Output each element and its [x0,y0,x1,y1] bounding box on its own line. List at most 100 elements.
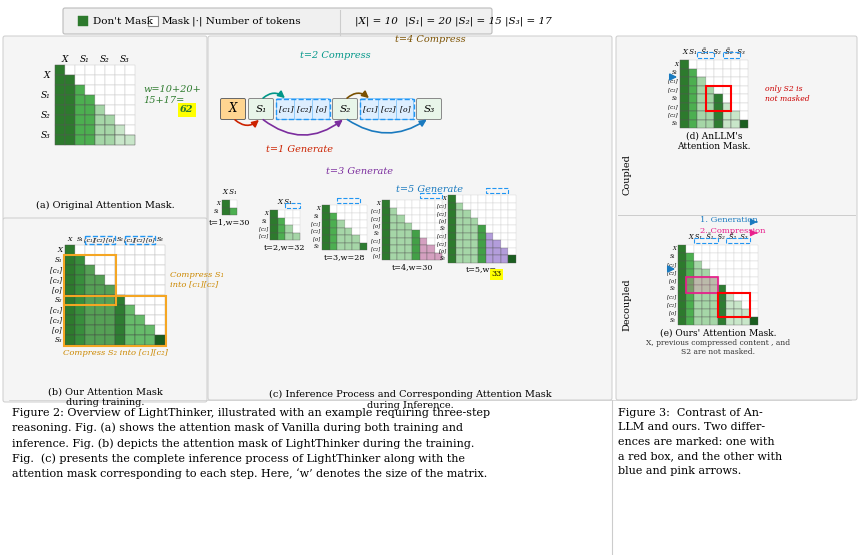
Bar [726,261,734,269]
Bar [85,335,95,345]
Bar [145,315,155,325]
Text: [o]: [o] [439,219,446,224]
Bar [718,285,726,293]
Bar [75,265,85,275]
Bar [718,269,726,277]
Bar [404,253,412,260]
Bar [65,255,75,265]
Bar [115,255,125,265]
Bar [105,325,115,335]
Bar [718,245,726,253]
Text: X S₁  S̃₁  S₂  S̃₂  S₃: X S₁ S̃₁ S₂ S̃₂ S₃ [688,233,747,241]
Bar [470,248,478,255]
Text: X S₁  S̃₁  S₂  S̃₂  S₃: X S₁ S̃₁ S₂ S̃₂ S₃ [683,48,746,56]
Bar [285,225,292,233]
Bar [125,115,135,125]
Bar [135,315,145,325]
Bar [478,203,486,210]
Text: S₃: S₃ [672,121,678,126]
Bar [694,245,702,253]
Bar [678,309,686,317]
Bar [501,240,508,248]
Bar [434,245,442,253]
Bar [750,301,758,309]
Text: [o]: [o] [373,224,380,229]
Bar [65,275,75,285]
Bar [65,85,75,95]
Bar [678,277,686,285]
Bar [105,285,115,295]
Bar [95,325,105,335]
Bar [689,119,697,128]
Bar [448,248,456,255]
Text: S₁: S₁ [262,219,268,224]
Bar [742,269,750,277]
Bar [337,205,345,213]
Bar [95,75,105,85]
Bar [85,285,95,295]
Bar [427,215,434,223]
Bar [750,277,758,285]
Bar [115,75,125,85]
Bar [322,205,329,213]
Bar [697,77,705,85]
Text: [c₁]: [c₁] [668,79,678,84]
Bar [359,213,367,220]
Bar [470,210,478,218]
Bar [501,248,508,255]
Bar [65,115,75,125]
Bar [359,235,367,243]
Bar [742,293,750,301]
Bar [726,245,734,253]
Bar [75,245,85,255]
Bar [337,235,345,243]
Bar [740,77,748,85]
Bar [508,195,515,203]
Text: S₁: S₁ [40,90,50,99]
Text: [c₁]: [c₁] [437,204,446,209]
Bar [742,309,750,317]
Bar [390,223,397,230]
Bar [125,75,135,85]
Bar [65,105,75,115]
Bar [722,111,731,119]
Bar [722,52,740,58]
Bar [105,265,115,275]
Text: t=4 Compress: t=4 Compress [395,36,465,44]
Bar [750,285,758,293]
Bar [486,255,493,263]
Bar [714,77,722,85]
Bar [135,255,145,265]
Text: S₂: S₂ [54,296,62,304]
Bar [115,85,125,95]
Bar [155,335,165,345]
Text: t=1,w=30: t=1,w=30 [209,218,250,226]
Bar [155,305,165,315]
Text: S₃: S₃ [54,336,62,344]
Bar [714,103,722,111]
Text: [o]: [o] [106,237,114,242]
Bar [125,265,135,275]
Text: [c₂]: [c₂] [668,113,678,118]
Text: Figure 3:  Contrast of An-
LLM and ours. Two differ-
ences are marked: one with
: Figure 3: Contrast of An- LLM and ours. … [618,408,783,476]
FancyBboxPatch shape [3,218,207,402]
Bar [85,125,95,135]
Bar [680,85,689,94]
Bar [95,105,105,115]
Bar [710,293,718,301]
Bar [726,301,734,309]
Bar [337,243,345,250]
Bar [486,203,493,210]
Bar [55,125,65,135]
Bar [680,119,689,128]
Bar [463,248,470,255]
Bar [105,95,115,105]
Bar [493,210,501,218]
Bar [145,325,155,335]
Bar [75,95,85,105]
Bar [95,115,105,125]
Bar [718,309,726,317]
Bar [95,95,105,105]
Bar [731,103,740,111]
Bar [145,275,155,285]
